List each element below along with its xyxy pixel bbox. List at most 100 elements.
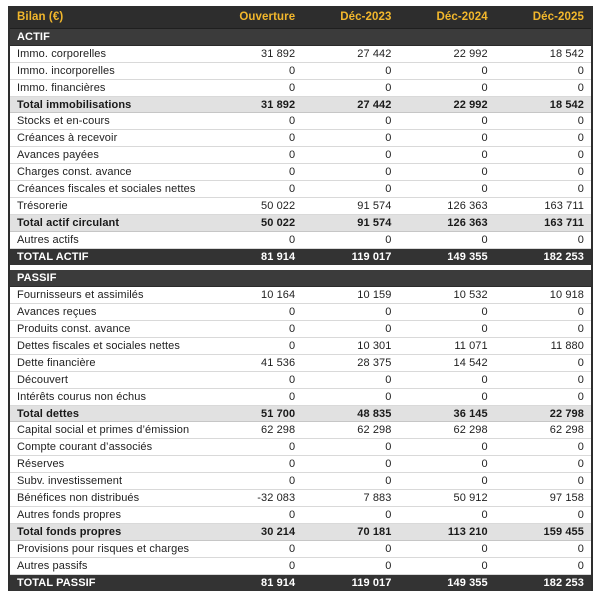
section-title: PASSIF [17, 272, 57, 285]
cell-value: 0 [289, 81, 296, 94]
cell-value: 0 [289, 166, 296, 179]
cell-value: 0 [385, 182, 392, 195]
table-row: Produits const. avance 0 0 0 0 [10, 321, 591, 339]
cell-value: 0 [577, 390, 584, 403]
cell-value: 0 [289, 115, 296, 128]
row-label: Autres actifs [17, 233, 79, 246]
cell-value: 0 [481, 458, 488, 471]
cell-value: 10 159 [357, 289, 392, 302]
cell-value: 11 071 [454, 339, 488, 352]
table-row: Subv. investissement 0 0 0 0 [10, 473, 591, 491]
section-gap [10, 265, 591, 271]
cell-value: 0 [289, 306, 296, 319]
row-label: Réserves [17, 458, 65, 471]
cell-value: 22 798 [549, 407, 584, 420]
cell-value: 10 532 [453, 289, 488, 302]
cell-value: 0 [577, 323, 584, 336]
cell-value: 0 [385, 81, 392, 94]
cell-value: 7 883 [363, 491, 392, 504]
cell-value: 30 214 [261, 525, 296, 538]
cell-value: 0 [577, 356, 584, 369]
table-row: Avances reçues 0 0 0 0 [10, 304, 591, 322]
cell-value: 0 [481, 390, 488, 403]
cell-value: 0 [385, 149, 392, 162]
cell-value: 0 [289, 542, 296, 555]
table-row: TOTAL PASSIF 81 914 119 017 149 355 182 253 [10, 574, 591, 592]
cell-value: 0 [289, 508, 296, 521]
cell-value: 163 711 [544, 199, 584, 212]
cell-value: 182 253 [543, 251, 584, 264]
cell-value: 113 210 [447, 525, 488, 538]
table-row: Total immobilisations 31 892 27 442 22 992 1… [10, 96, 591, 114]
cell-value: 0 [481, 166, 488, 179]
cell-value: 0 [385, 132, 392, 145]
cell-value: 10 164 [261, 289, 296, 302]
cell-value: 159 455 [543, 525, 584, 538]
cell-value: 0 [577, 182, 584, 195]
cell-value: 50 912 [453, 491, 488, 504]
cell-value: 149 355 [447, 576, 488, 589]
cell-value: 0 [481, 81, 488, 94]
table-row: Capital social et primes d’émission 62 29… [10, 422, 591, 440]
cell-value: 0 [577, 475, 584, 488]
row-label: Autres fonds propres [17, 508, 122, 521]
table-row: Créances à recevoir 0 0 0 0 [10, 130, 591, 148]
cell-value: 0 [577, 149, 584, 162]
cell-value: 0 [481, 115, 488, 128]
cell-value: 0 [289, 559, 296, 572]
table-row: Provisions pour risques et charges 0 0 0 0 [10, 540, 591, 558]
table-row: Charges const. avance 0 0 0 0 [10, 164, 591, 182]
cell-value: 0 [385, 64, 392, 77]
cell-value: 0 [385, 166, 392, 179]
cell-value: 91 574 [357, 199, 392, 212]
cell-value: 0 [577, 373, 584, 386]
cell-value: 81 914 [261, 576, 296, 589]
table-row: Autres passifs 0 0 0 0 [10, 557, 591, 575]
cell-value: 62 298 [357, 424, 392, 437]
cell-value: 0 [577, 458, 584, 471]
row-label: Total immobilisations [17, 98, 132, 111]
cell-value: 0 [481, 64, 488, 77]
table-row: Compte courant d’associés 0 0 0 0 [10, 439, 591, 457]
cell-value: 0 [481, 373, 488, 386]
cell-value: 119 017 [351, 251, 392, 264]
table-row: Total actif circulant 50 022 91 574 126 363… [10, 214, 591, 232]
cell-value: 48 835 [357, 407, 392, 420]
table-row: Créances fiscales et sociales nettes 0 0 0 0 [10, 181, 591, 198]
cell-value: 50 022 [261, 199, 296, 212]
cell-value: 163 711 [544, 216, 584, 229]
cell-value: 10 301 [357, 339, 392, 352]
cell-value: 0 [577, 166, 584, 179]
row-label: Total dettes [17, 407, 80, 420]
table-row: Total dettes 51 700 48 835 36 145 22 798 [10, 405, 591, 423]
cell-value: 0 [289, 182, 296, 195]
cell-value: 0 [385, 441, 392, 454]
cell-value: 62 298 [453, 424, 488, 437]
row-label: Créances fiscales et sociales nettes [17, 182, 196, 195]
cell-value: 0 [385, 508, 392, 521]
cell-value: 0 [577, 542, 584, 555]
cell-value: 0 [481, 475, 488, 488]
cell-value: 0 [577, 64, 584, 77]
row-label: Charges const. avance [17, 166, 132, 179]
cell-value: 27 442 [357, 47, 392, 60]
cell-value: 0 [577, 132, 584, 145]
cell-value: 0 [385, 458, 392, 471]
cell-value: -32 083 [257, 491, 296, 504]
cell-value: 0 [385, 306, 392, 319]
row-label: Autres passifs [17, 559, 88, 572]
cell-value: 51 700 [261, 407, 296, 420]
cell-value: 0 [385, 323, 392, 336]
cell-value: 0 [481, 233, 488, 246]
table-row: Immo. financières 0 0 0 0 [10, 79, 591, 97]
table-row: Intérêts courus non échus 0 0 0 0 [10, 388, 591, 406]
row-label: Trésorerie [17, 199, 68, 212]
cell-value: 91 574 [357, 216, 392, 229]
cell-value: 0 [577, 233, 584, 246]
cell-value: 28 375 [357, 356, 392, 369]
row-label: Avances payées [17, 149, 99, 162]
cell-value: 0 [385, 390, 392, 403]
table-row: Bénéfices non distribués -32 083 7 883 50 9… [10, 490, 591, 507]
row-label: TOTAL PASSIF [17, 576, 96, 589]
row-label: Total actif circulant [17, 216, 120, 229]
